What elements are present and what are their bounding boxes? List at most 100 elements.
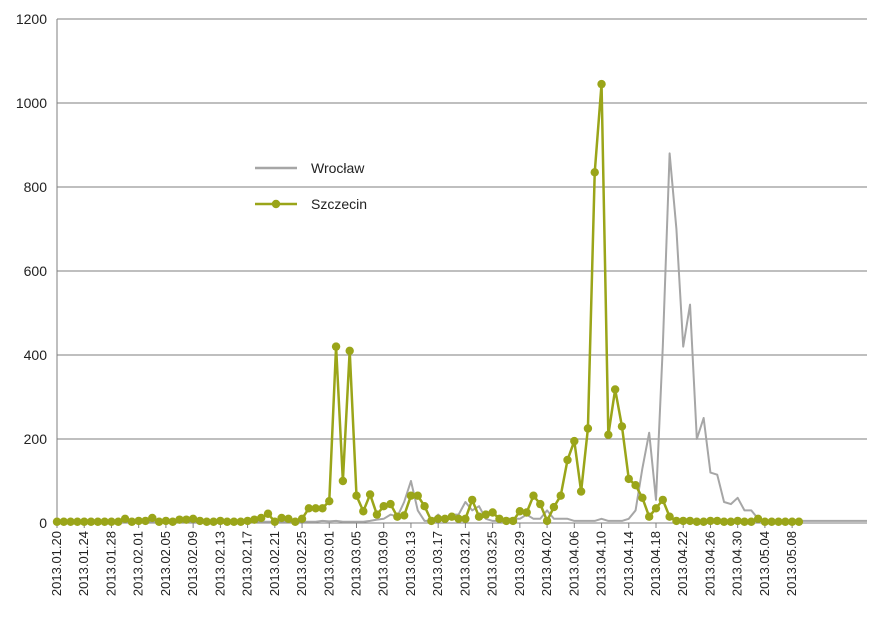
x-tick-label: 2013.01.24 [76,531,91,596]
data-point-szczecin [141,516,150,526]
data-point-szczecin [195,516,205,526]
y-tick-label: 0 [39,515,47,531]
data-point-szczecin [86,517,96,526]
data-point-szczecin [665,512,674,521]
data-point-szczecin [188,514,198,523]
data-point-szczecin [127,517,137,526]
x-tick-label: 2013.04.06 [566,531,581,596]
data-point-szczecin [331,342,341,351]
data-point-szczecin [658,495,667,505]
x-tick-label: 2013.03.09 [376,531,391,596]
x-tick-label: 2013.03.25 [485,531,500,596]
data-point-szczecin [536,499,545,509]
data-point-szczecin [624,474,633,484]
x-tick-label: 2013.02.09 [185,531,200,596]
data-point-szczecin [522,508,531,517]
data-point-szczecin [481,510,491,519]
data-point-szczecin [243,516,252,526]
data-point-szczecin [107,517,116,526]
y-tick-label: 400 [24,347,48,363]
data-point-szczecin [277,513,286,523]
data-point-szczecin [338,476,348,486]
x-tick-label: 2013.02.25 [294,531,309,596]
data-point-szczecin [733,516,742,526]
x-tick-label: 2013.02.13 [212,531,227,596]
data-point-szczecin [508,516,518,526]
data-point-szczecin [679,516,688,526]
data-point-szczecin [182,515,191,524]
x-tick-label: 2013.03.13 [403,531,418,596]
data-point-szczecin [359,507,368,516]
data-point-szczecin [222,517,232,526]
data-point-szczecin [120,514,130,523]
data-point-szczecin [318,504,327,513]
series-line-wroc-aw [57,152,867,524]
legend: Wrocław Szczecin [255,160,367,212]
x-tick-label: 2013.01.28 [103,531,118,596]
x-tick-label: 2013.04.30 [730,531,745,596]
data-point-szczecin [148,513,157,523]
data-point-szczecin [651,504,661,513]
data-point-szczecin [597,79,606,89]
data-point-szczecin [719,517,729,526]
data-point-szczecin [80,517,89,526]
data-point-szczecin [154,517,164,526]
data-point-szczecin [515,507,525,516]
x-tick-label: 2013.04.18 [648,531,663,596]
y-tick-label: 600 [24,263,48,279]
y-tick-label: 1200 [16,11,47,27]
series-szczecin [52,79,804,526]
data-point-szczecin [325,496,334,506]
y-tick-label: 800 [24,179,48,195]
x-tick-label: 2013.03.21 [457,531,472,596]
series-line-szczecin [57,82,799,523]
x-tick-label: 2013.05.04 [757,531,772,596]
data-point-szczecin [774,517,783,526]
data-point-szczecin [93,517,103,526]
series-wroc-aw [57,152,867,524]
data-point-szczecin [590,168,599,177]
data-point-szczecin [291,517,300,526]
data-point-szczecin [209,517,218,526]
data-point-szczecin [447,512,456,521]
x-tick-label: 2013.02.05 [158,531,173,596]
data-point-szczecin [529,491,538,500]
data-point-szczecin [345,346,354,355]
data-point-szczecin [726,517,736,526]
data-point-szczecin [474,512,484,521]
data-point-szczecin [236,517,245,526]
data-point-szczecin [263,509,273,518]
data-point-szczecin [468,495,477,505]
x-tick-label: 2013.02.17 [240,531,255,596]
data-point-szczecin [399,511,409,520]
data-point-szczecin [73,517,82,526]
data-point-szczecin [114,517,123,526]
data-point-szczecin [257,513,266,523]
data-point-szczecin [311,504,320,513]
data-point-szczecin [168,517,177,526]
data-point-szczecin [781,517,790,526]
data-point-szczecin [161,516,171,526]
data-point-szczecin [284,514,293,523]
data-point-szczecin [365,490,375,499]
x-axis-ticks: 2013.01.20 2013.01.24 2013.01.28 2013.02.01… [49,523,799,596]
data-point-szczecin [250,515,259,524]
data-point-szczecin [747,517,756,526]
data-point-szczecin [352,491,361,500]
data-point-szczecin [706,516,715,526]
data-point-szczecin [386,499,395,509]
data-point-szczecin [229,517,239,526]
data-point-szczecin [563,455,572,465]
data-point-szczecin [753,514,763,523]
data-point-szczecin [202,517,211,526]
x-tick-label: 2013.04.10 [594,531,609,596]
data-point-szczecin [576,487,586,496]
data-point-szczecin [794,517,804,526]
data-point-szczecin [488,508,497,517]
y-tick-label: 1000 [16,95,47,111]
x-tick-label: 2013.04.26 [702,531,717,596]
x-tick-label: 2013.02.01 [131,531,146,596]
x-tick-label: 2013.03.17 [430,531,445,596]
x-tick-label: 2013.01.20 [49,531,64,596]
